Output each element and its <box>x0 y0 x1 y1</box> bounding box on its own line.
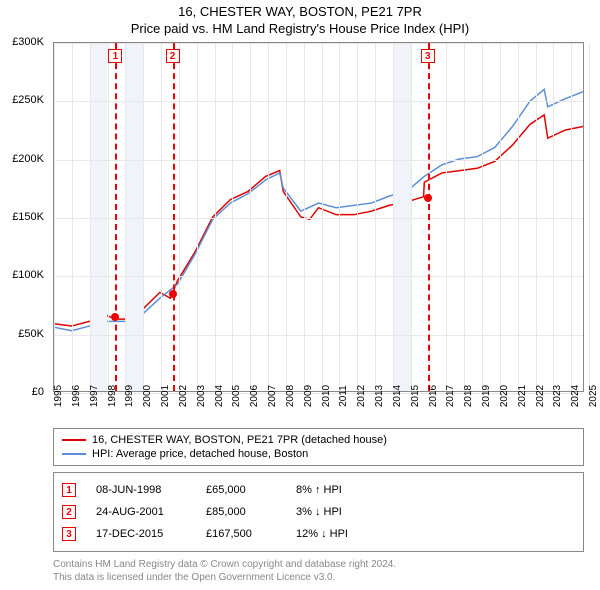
x-tick-label: 1998 <box>107 385 118 407</box>
legend-swatch <box>62 439 86 441</box>
marker-box-1: 1 <box>108 49 122 63</box>
legend-row: HPI: Average price, detached house, Bost… <box>62 447 575 461</box>
x-tick-label: 1995 <box>53 385 64 407</box>
x-tick-label: 2024 <box>570 385 581 407</box>
y-tick-label: £50K <box>18 328 44 340</box>
sale-date: 17-DEC-2015 <box>96 528 186 540</box>
sale-price: £85,000 <box>206 506 276 518</box>
sale-row: 2 24-AUG-2001 £85,000 3% ↓ HPI <box>62 501 575 523</box>
x-tick-label: 2021 <box>517 385 528 407</box>
x-tick-label: 2020 <box>499 385 510 407</box>
x-tick-label: 1999 <box>124 385 135 407</box>
y-tick-label: £300K <box>12 36 44 48</box>
chart-subtitle: Price paid vs. HM Land Registry's House … <box>8 21 592 36</box>
sale-number-box: 2 <box>62 505 76 519</box>
footer-line: Contains HM Land Registry data © Crown c… <box>53 558 584 571</box>
x-tick-label: 2010 <box>321 385 332 407</box>
sale-date: 08-JUN-1998 <box>96 484 186 496</box>
marker-line-3 <box>428 43 430 391</box>
sale-price: £167,500 <box>206 528 276 540</box>
y-tick-label: £100K <box>12 269 44 281</box>
sale-number-box: 3 <box>62 527 76 541</box>
marker-line-1 <box>115 43 117 391</box>
x-tick-label: 2007 <box>267 385 278 407</box>
sale-price: £65,000 <box>206 484 276 496</box>
marker-box-3: 3 <box>421 49 435 63</box>
x-tick-label: 2000 <box>142 385 153 407</box>
legend-swatch <box>62 453 86 455</box>
y-tick-label: £150K <box>12 211 44 223</box>
x-tick-label: 1997 <box>89 385 100 407</box>
x-tick-label: 2018 <box>463 385 474 407</box>
marker-dot-1 <box>111 313 119 321</box>
x-tick-label: 2019 <box>481 385 492 407</box>
sale-number-box: 1 <box>62 483 76 497</box>
x-tick-label: 1996 <box>71 385 82 407</box>
x-tick-label: 2012 <box>356 385 367 407</box>
x-tick-label: 2011 <box>338 385 349 407</box>
x-tick-label: 2006 <box>249 385 260 407</box>
chart-container: 16, CHESTER WAY, BOSTON, PE21 7PR Price … <box>0 0 600 590</box>
x-tick-label: 2023 <box>552 385 563 407</box>
sale-row: 1 08-JUN-1998 £65,000 8% ↑ HPI <box>62 479 575 501</box>
x-tick-label: 2009 <box>303 385 314 407</box>
x-tick-label: 2008 <box>285 385 296 407</box>
y-axis-labels: £0£50K£100K£150K£200K£250K£300K <box>8 42 48 392</box>
x-tick-label: 2003 <box>196 385 207 407</box>
x-tick-label: 2025 <box>588 385 599 407</box>
sale-hpi: 3% ↓ HPI <box>296 506 575 518</box>
x-tick-label: 2001 <box>160 385 171 407</box>
x-tick-label: 2002 <box>178 385 189 407</box>
chart-wrap: £0£50K£100K£150K£200K£250K£300K 123 1995… <box>53 42 584 422</box>
sale-row: 3 17-DEC-2015 £167,500 12% ↓ HPI <box>62 523 575 545</box>
x-tick-label: 2005 <box>231 385 242 407</box>
x-tick-label: 2017 <box>445 385 456 407</box>
footer-line: This data is licensed under the Open Gov… <box>53 571 584 584</box>
marker-box-2: 2 <box>166 49 180 63</box>
y-tick-label: £0 <box>32 386 44 398</box>
x-tick-label: 2013 <box>374 385 385 407</box>
chart-title: 16, CHESTER WAY, BOSTON, PE21 7PR <box>8 4 592 19</box>
y-tick-label: £250K <box>12 94 44 106</box>
x-tick-label: 2016 <box>428 385 439 407</box>
y-tick-label: £200K <box>12 153 44 165</box>
chart-plot-area: 1 2 3 <box>53 42 584 392</box>
x-axis-labels: 1995199619971998199920002001200220032004… <box>53 392 584 422</box>
marker-dot-2 <box>169 290 177 298</box>
marker-dot-3 <box>424 194 432 202</box>
sales-table: 1 08-JUN-1998 £65,000 8% ↑ HPI 2 24-AUG-2001 £… <box>53 472 584 552</box>
x-tick-label: 2004 <box>214 385 225 407</box>
footer-text: Contains HM Land Registry data © Crown c… <box>53 558 584 584</box>
legend-label: HPI: Average price, detached house, Bost… <box>92 448 308 460</box>
x-tick-label: 2022 <box>535 385 546 407</box>
legend-box: 16, CHESTER WAY, BOSTON, PE21 7PR (detac… <box>53 428 584 466</box>
sale-date: 24-AUG-2001 <box>96 506 186 518</box>
x-tick-label: 2015 <box>410 385 421 407</box>
x-tick-label: 2014 <box>392 385 403 407</box>
legend-label: 16, CHESTER WAY, BOSTON, PE21 7PR (detac… <box>92 434 387 446</box>
legend-row: 16, CHESTER WAY, BOSTON, PE21 7PR (detac… <box>62 433 575 447</box>
sale-hpi: 8% ↑ HPI <box>296 484 575 496</box>
marker-line-2 <box>173 43 175 391</box>
sale-hpi: 12% ↓ HPI <box>296 528 575 540</box>
